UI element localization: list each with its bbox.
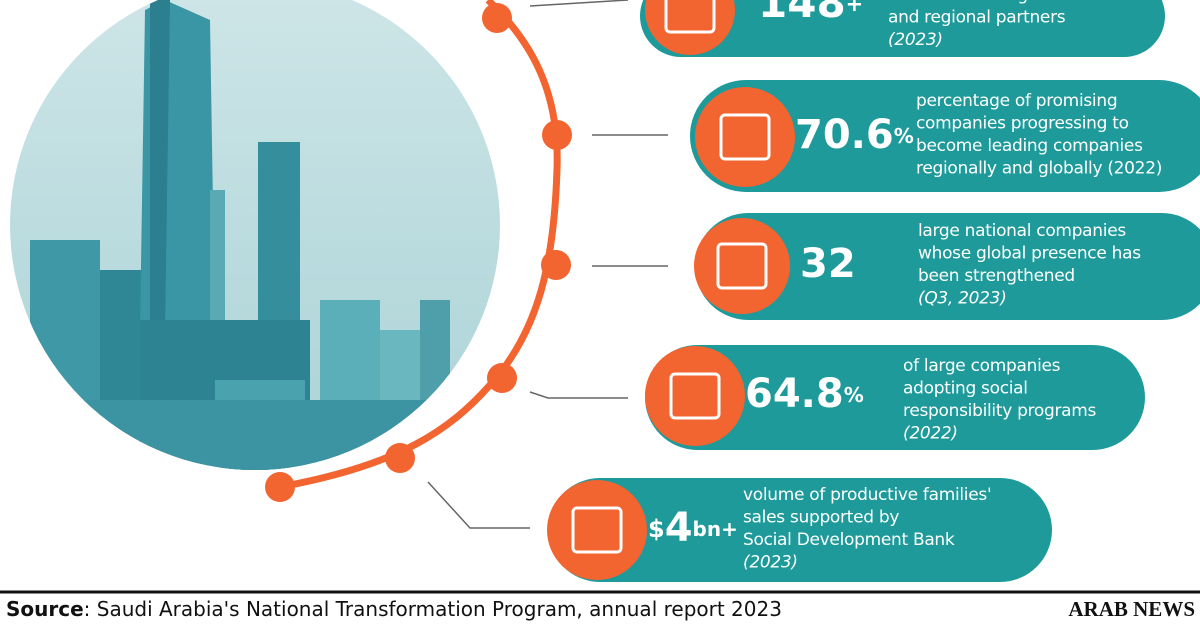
stat-description: companies progressing to [916, 114, 1129, 134]
stat-description: (2022) [903, 424, 958, 444]
stat-pill [690, 80, 1200, 192]
icon [716, 242, 768, 290]
stat-description: adopting social [903, 379, 1028, 399]
stat-description: been strengthened [918, 266, 1075, 286]
stat-value: 148+ [758, 0, 863, 27]
icon-badge [547, 480, 647, 580]
items: 148+ and MOUs with global and regional par… [547, 0, 1200, 582]
stat-description: and MOUs with global [888, 0, 1067, 5]
stat-number: 148 [758, 0, 846, 27]
stat-description: percentage of promising [916, 91, 1117, 111]
icon [719, 113, 771, 161]
stat-pill [548, 478, 1052, 582]
stat-suffix: bn+ [693, 517, 738, 541]
stat-item: $4bn+volume of productive families' sales… [547, 478, 1052, 582]
stat-number: 64.8 [745, 371, 844, 417]
stat-description: (Q3, 2023) [918, 289, 1007, 309]
stat-value: 32 [800, 241, 856, 287]
stat-item: 148+ and MOUs with global and regional par… [640, 0, 1165, 57]
stat-value: $4bn+ [648, 505, 738, 551]
icon-badge [694, 218, 790, 314]
stat-suffix: % [894, 124, 914, 148]
stat-description: sales supported by [743, 508, 899, 528]
stat-description: volume of productive families' [743, 485, 991, 505]
timeline-arc [279, 0, 561, 491]
source: Source: Saudi Arabia's National Transfor… [6, 597, 782, 621]
icon-badge [645, 0, 735, 55]
stat-description: whose global presence has [918, 244, 1141, 264]
connectors [427, 0, 668, 529]
stat-item: 64.8% of large companies adopting socialre… [645, 345, 1145, 450]
stat-value: 70.6% [795, 112, 914, 158]
stat-pill [640, 0, 1165, 57]
source-label: Source [6, 597, 84, 621]
stat-description: Social Development Bank [743, 530, 955, 550]
stat-prefix: $ [648, 515, 665, 543]
stat-description: become leading companies [916, 136, 1143, 156]
stat-value: 64.8% [745, 371, 864, 417]
icon [669, 372, 721, 420]
stat-description: of large companies [903, 356, 1061, 376]
icon [664, 0, 716, 34]
brand: ARAB NEWS [1068, 597, 1195, 621]
stat-description: (2023) [888, 30, 943, 50]
stat-number: 4 [665, 505, 693, 551]
stat-pill [695, 213, 1200, 320]
icon-badge [695, 87, 795, 187]
timeline-dots [265, 3, 572, 502]
stat-item: 70.6%percentage of promising companies pr… [690, 80, 1200, 192]
stat-item: 32 large national companies whose global p… [694, 213, 1200, 320]
stat-description: (2023) [743, 553, 798, 573]
stat-suffix: % [844, 383, 864, 407]
stat-description: and regional partners [888, 8, 1066, 28]
source-text: : Saudi Arabia's National Transformation… [84, 597, 782, 621]
stat-description: responsibility programs [903, 401, 1097, 421]
stat-number: 32 [800, 241, 856, 287]
icon [571, 506, 623, 554]
stat-pill [645, 345, 1145, 450]
stat-number: 70.6 [795, 112, 894, 158]
city-photo [10, 0, 500, 470]
icon-badge [645, 346, 745, 446]
stat-suffix: + [846, 0, 864, 16]
stat-description: large national companies [918, 221, 1126, 241]
stat-description: regionally and globally (2022) [916, 159, 1162, 179]
